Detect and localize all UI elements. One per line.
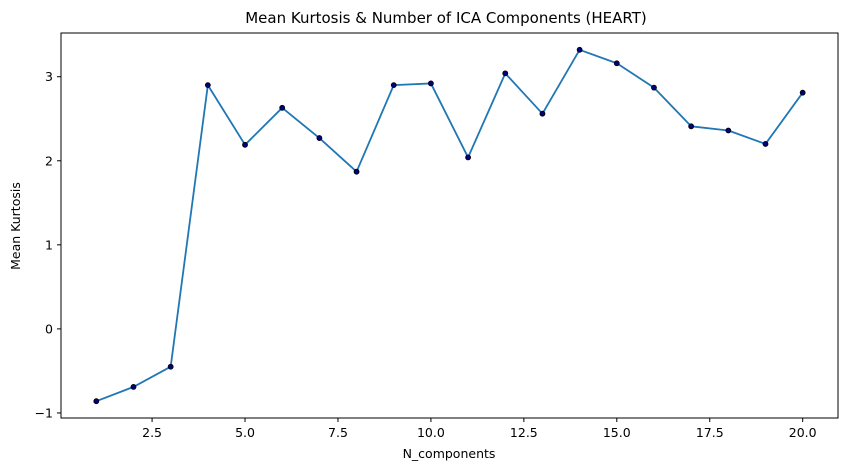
data-point	[465, 154, 471, 161]
x-tick-label: 17.5	[696, 425, 724, 440]
chart-title: Mean Kurtosis & Number of ICA Components…	[245, 9, 647, 27]
y-tick-label: −1	[35, 405, 53, 420]
data-point	[613, 60, 620, 67]
data-point	[688, 123, 695, 130]
data-point	[799, 89, 806, 96]
series-line	[95, 48, 804, 403]
data-point	[93, 398, 100, 405]
y-tick-label: 1	[45, 237, 53, 252]
x-tick-label: 10.0	[417, 425, 445, 440]
y-tick-label: 0	[45, 321, 53, 336]
data-point	[242, 141, 248, 148]
x-tick-label: 20.0	[789, 425, 817, 440]
data-point	[762, 141, 769, 147]
data-point	[428, 80, 434, 87]
x-tick-label: 7.5	[328, 425, 348, 440]
data-point	[353, 168, 360, 175]
data-point	[725, 127, 732, 134]
x-tick-label: 2.5	[142, 425, 162, 440]
y-tick-label: 3	[45, 69, 53, 84]
y-tick-label: 2	[45, 153, 53, 168]
data-point	[390, 82, 397, 89]
data-point	[651, 84, 657, 91]
plot-area	[60, 32, 839, 419]
x-axis: 2.5 5.0 7.5 10.0 12.5 15.0 17.5 20.0	[142, 418, 817, 440]
data-point	[576, 46, 583, 53]
data-point	[130, 383, 137, 390]
y-axis: −1 0 1 2 3	[35, 69, 61, 420]
x-axis-label: N_components	[403, 446, 496, 461]
data-point	[316, 135, 323, 141]
y-axis-label: Mean Kurtosis	[8, 182, 23, 270]
plot-frame	[60, 32, 839, 419]
data-point	[167, 363, 174, 370]
series-layer	[93, 46, 806, 405]
x-tick-label: 12.5	[510, 425, 538, 440]
x-tick-label: 15.0	[603, 425, 631, 440]
data-point	[204, 82, 211, 89]
data-point	[539, 110, 546, 117]
data-point	[502, 70, 509, 77]
data-point	[279, 104, 286, 111]
x-tick-label: 5.0	[235, 425, 255, 440]
